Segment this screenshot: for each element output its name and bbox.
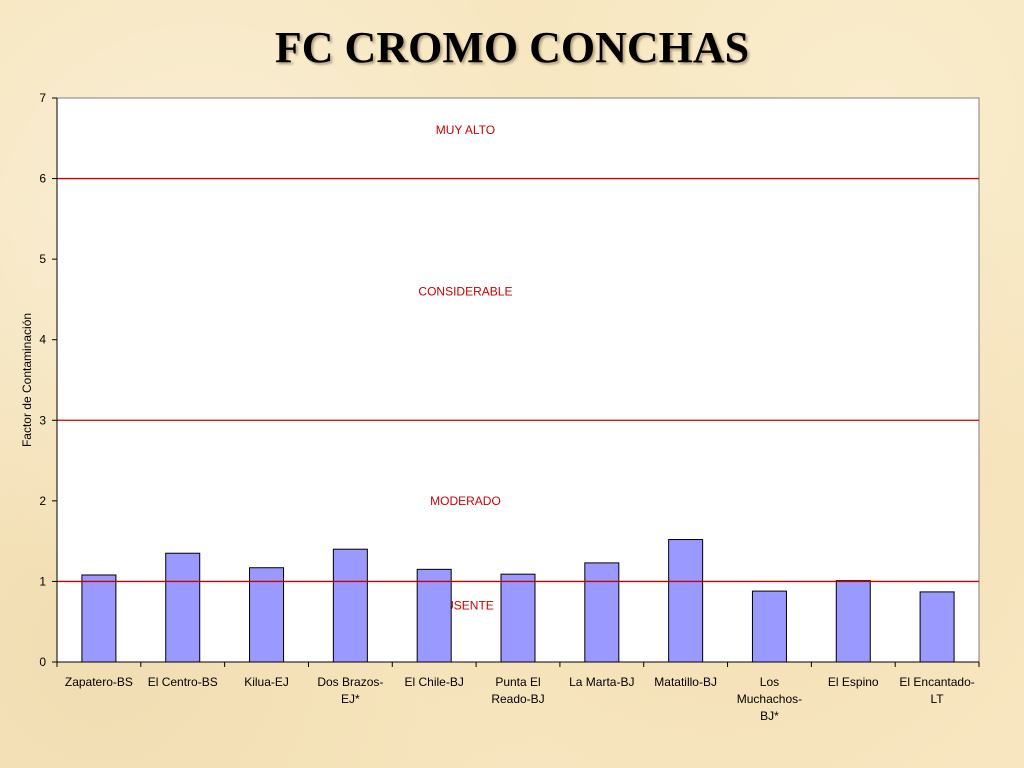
reference-lines: [57, 177, 979, 583]
y-tick-label: 2: [39, 494, 46, 508]
x-tick-label: Zapatero-BS: [65, 675, 133, 689]
bar: [416, 568, 452, 663]
bar: [668, 539, 704, 663]
bars: [81, 539, 955, 663]
y-tick-label: 3: [39, 413, 46, 427]
x-tick-label: La Marta-BJ: [569, 675, 634, 689]
x-tick-label: Matatillo-BJ: [654, 675, 717, 689]
chart-title: FC CROMO CONCHAS: [274, 23, 750, 72]
y-tick-label: 7: [39, 91, 46, 105]
y-axis-title: Factor de Contaminación: [20, 313, 34, 447]
bar: [835, 580, 871, 663]
zone-label: CONSIDERABLE: [418, 284, 512, 298]
x-tick-label: El Chile-BJ: [405, 675, 464, 689]
zone-label: MUY ALTO: [436, 123, 495, 137]
x-tick-label: El Encantado-LT: [899, 675, 974, 706]
y-tick-label: 6: [39, 172, 46, 186]
plot-area: [56, 97, 980, 663]
bar: [249, 567, 285, 663]
x-tick-label: El Centro-BS: [148, 675, 218, 689]
y-tick-label: 5: [39, 252, 46, 266]
x-tick-label: Punta El Reado-BJ: [491, 675, 544, 706]
bar: [584, 562, 620, 663]
bar: [500, 573, 536, 663]
bar: [332, 548, 368, 663]
bar: [919, 591, 955, 663]
y-tick-label: 1: [39, 574, 46, 588]
y-tick-label: 0: [39, 655, 46, 669]
bar: [165, 552, 201, 663]
x-tick-label: Los Muchachos-BJ*: [737, 675, 802, 723]
axes: 0 1 2 3 4 5 6 7 Zapatero-BS El Centro-BS Kilua-EJ D…: [39, 91, 980, 723]
bar: [81, 574, 117, 663]
y-tick-label: 4: [39, 333, 46, 347]
x-tick-label: Kilua-EJ: [244, 675, 289, 689]
x-tick-label: El Espino: [828, 675, 879, 689]
x-tick-label: Dos Brazos-EJ*: [317, 675, 383, 706]
bar: [751, 590, 787, 663]
zone-label: MODERADO: [430, 494, 501, 508]
